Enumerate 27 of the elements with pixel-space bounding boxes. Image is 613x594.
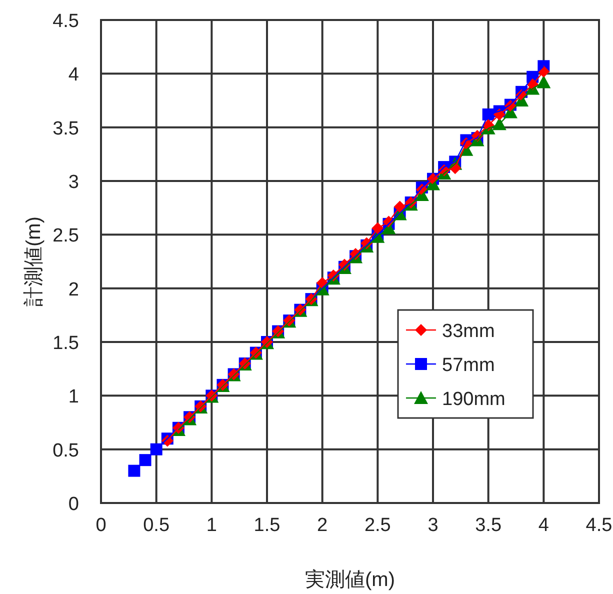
y-tick-label: 3.5	[52, 118, 79, 140]
point	[536, 75, 551, 88]
x-axis-title: 実測値(m)	[305, 568, 395, 591]
x-tick-label: 2.5	[364, 515, 391, 536]
x-tick-label: 1.5	[254, 515, 280, 536]
x-tick-label: 4.5	[586, 515, 612, 536]
x-tick-label: 3	[428, 515, 438, 536]
point	[128, 464, 140, 477]
y-tick-label: 2.5	[52, 226, 79, 247]
y-tick-label: 0	[68, 494, 79, 515]
y-axis-title: 計測値(m)	[23, 216, 45, 306]
y-tick-label: 4	[68, 64, 80, 86]
x-tick-label: 4	[538, 515, 550, 536]
y-tick-label: 3	[68, 172, 79, 193]
x-tick-label: 2	[317, 515, 328, 536]
y-tick-label: 2	[68, 279, 79, 300]
legend-label: 190mm	[442, 389, 506, 410]
y-tick-label: 4.5	[52, 11, 79, 32]
legend-label: 57mm	[442, 355, 495, 376]
x-tick-label: 0.5	[143, 515, 170, 536]
x-tick-label: 0	[96, 515, 106, 536]
x-tick-label: 3.5	[475, 515, 502, 536]
x-tick-label: 1	[206, 515, 217, 536]
y-tick-label: 1	[68, 386, 79, 408]
y-tick-label: 0.5	[52, 440, 79, 462]
legend-label: 33mm	[442, 321, 495, 342]
y-tick-label: 1.5	[52, 333, 79, 354]
